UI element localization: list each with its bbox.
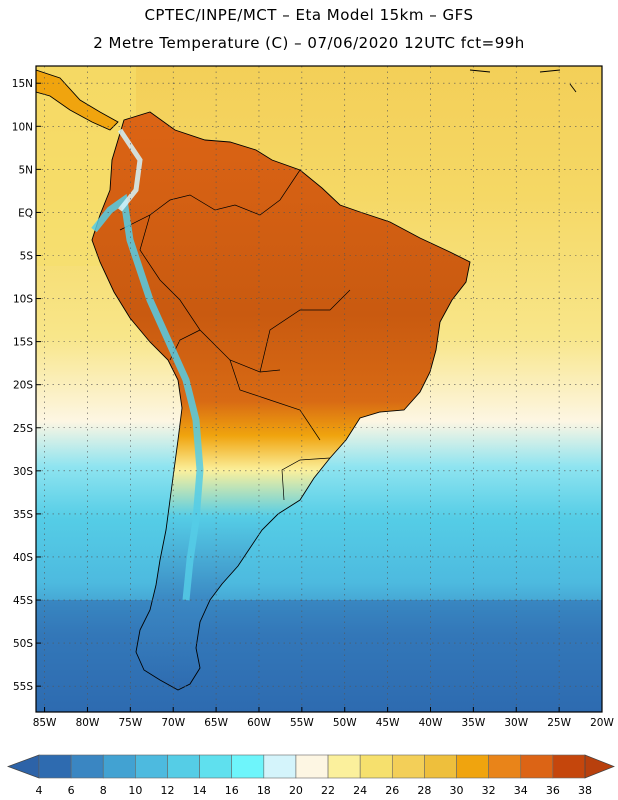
lat-tick-label: 35S — [13, 509, 33, 521]
lat-tick-label: 55S — [13, 681, 33, 693]
colorbar-level-label: 26 — [385, 784, 399, 797]
colorbar-swatch — [38, 754, 72, 779]
colorbar-level-label: 16 — [225, 784, 239, 797]
colorbar-level-label: 32 — [482, 784, 496, 797]
lat-tick-label: 10S — [13, 294, 33, 306]
lon-tick-label: 50W — [333, 717, 357, 729]
colorbar-level-label: 22 — [321, 784, 335, 797]
central-america-landmass — [36, 69, 119, 131]
lon-tick-label: 20W — [590, 717, 614, 729]
lon-tick-label: 65W — [204, 717, 228, 729]
lat-tick-label: 5S — [20, 250, 34, 262]
south-america-landmass — [91, 111, 471, 691]
colorbar-swatch — [391, 754, 425, 779]
lat-lon-gridlines — [36, 66, 602, 712]
colorbar-swatch — [295, 754, 329, 779]
colorbar-level-label: 24 — [353, 784, 367, 797]
colorbar-under-arrow — [6, 754, 40, 779]
colorbar-swatch — [327, 754, 361, 779]
colorbar-swatch — [520, 754, 554, 779]
lon-tick-label: 35W — [461, 717, 485, 729]
lon-tick-label: 25W — [547, 717, 571, 729]
lon-tick-label: 60W — [247, 717, 271, 729]
lon-tick-label: 85W — [33, 717, 57, 729]
colorbar-level-label: 30 — [450, 784, 464, 797]
colorbar-swatch — [263, 754, 297, 779]
colorbar-level-label: 10 — [128, 784, 142, 797]
lon-tick-label: 30W — [504, 717, 528, 729]
lat-tick-label: 5N — [18, 164, 33, 176]
lon-tick-label: 70W — [161, 717, 185, 729]
lon-tick-label: 80W — [76, 717, 100, 729]
longitude-labels: 85W 80W 75W 70W 65W 60W 55W 50W 45W 40W 35W 30W 25W 2… — [33, 707, 614, 729]
colorbar-swatch — [167, 754, 200, 779]
lat-tick-label: 15S — [13, 337, 33, 349]
country-borders — [119, 169, 351, 501]
lat-tick-label: 10N — [12, 121, 33, 133]
lat-tick-label: 25S — [13, 423, 33, 435]
map-title-line1: CPTEC/INPE/MCT – Eta Model 15km – GFS — [144, 6, 474, 24]
lon-tick-label: 75W — [118, 717, 142, 729]
map-title-line2: 2 Metre Temperature (C) – 07/06/2020 12U… — [93, 34, 525, 52]
lat-tick-label: 40S — [13, 552, 33, 564]
colorbar-swatch — [456, 754, 489, 779]
lon-tick-label: 45W — [376, 717, 400, 729]
colorbar-swatch — [552, 754, 586, 779]
lat-tick-label: 20S — [13, 380, 33, 392]
colorbar-level-label: 12 — [160, 784, 174, 797]
map-field — [36, 66, 602, 712]
colorbar-swatch — [135, 754, 168, 779]
colorbar-level-label: 34 — [514, 784, 528, 797]
colorbar-level-label: 8 — [100, 784, 107, 797]
map-frame — [35, 65, 603, 713]
colorbar-level-label: 38 — [578, 784, 592, 797]
lon-tick-label: 40W — [419, 717, 443, 729]
colorbar-over-arrow — [584, 754, 615, 779]
colorbar-level-label: 14 — [193, 784, 207, 797]
colorbar-level-label: 28 — [417, 784, 431, 797]
andes-cold-band — [91, 128, 204, 601]
colorbar-level-label: 20 — [289, 784, 303, 797]
southern-ocean-cold-area — [36, 600, 602, 712]
colorbar-level-label: 18 — [257, 784, 271, 797]
colorbar-swatch — [102, 754, 136, 779]
caribbean-islands — [469, 69, 577, 93]
lat-tick-label: 30S — [13, 466, 33, 478]
lon-tick-label: 55W — [290, 717, 314, 729]
colorbar-level-label: 6 — [68, 784, 75, 797]
colorbar-level-label: 4 — [36, 784, 43, 797]
colorbar-swatch — [70, 754, 104, 779]
colorbar-swatch — [359, 754, 393, 779]
colorbar-swatch — [488, 754, 522, 779]
lat-tick-label: 50S — [13, 638, 33, 650]
latitude-labels: 15N 10N 5N EQ 5S 10S 15S 20S 25S 30S 35S 40S 45S 50S 5… — [12, 78, 41, 693]
colorbar: 4 6 8 10 12 14 16 18 20 22 24 26 28 30 32 34 36 38 — [6, 754, 615, 797]
colorbar-swatch — [231, 754, 265, 779]
lat-tick-label: 45S — [13, 595, 33, 607]
colorbar-swatch — [199, 754, 233, 779]
colorbar-swatch — [424, 754, 457, 779]
lat-tick-label: 15N — [12, 78, 33, 90]
lat-tick-label: EQ — [18, 207, 33, 219]
colorbar-level-label: 36 — [546, 784, 560, 797]
